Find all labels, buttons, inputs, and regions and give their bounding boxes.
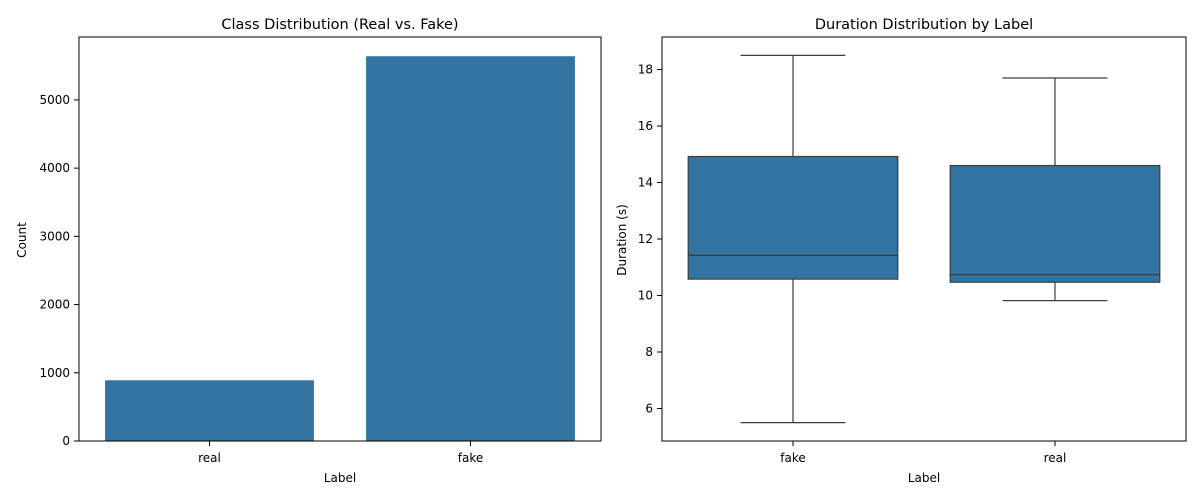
bar-fake <box>366 56 575 441</box>
y-tick-label-4000: 4000 <box>39 161 70 175</box>
box-plot-frame <box>661 36 1187 442</box>
box-plot-chart: Duration Distribution by Label fake real 6… <box>615 17 1187 485</box>
y-tick-label-1000: 1000 <box>39 366 70 380</box>
bar-real <box>105 380 314 441</box>
y-tick-label-3000: 3000 <box>39 229 70 243</box>
bar-chart-x-axis-label: Label <box>324 471 356 485</box>
box-fake <box>687 155 899 280</box>
y-tick-label-6: 6 <box>645 402 653 416</box>
y-tick-label-5000: 5000 <box>39 93 70 107</box>
y-tick-label-8: 8 <box>645 345 653 359</box>
bar-chart-plot-area: real fake 0 1000 2000 3000 4000 5000 <box>39 36 602 465</box>
y-tick-label-18: 18 <box>638 62 653 76</box>
y-tick-label-0: 0 <box>62 434 70 448</box>
bar-chart-title: Class Distribution (Real vs. Fake) <box>221 17 458 33</box>
y-tick-label-12: 12 <box>638 232 653 246</box>
bar-chart-y-axis-label: Count <box>15 222 29 258</box>
y-tick-label-14: 14 <box>638 175 653 189</box>
box-plot-title: Duration Distribution by Label <box>815 17 1033 33</box>
y-tick-label-2000: 2000 <box>39 298 70 312</box>
box-real <box>949 164 1161 283</box>
x-tick-label-real: real <box>1044 451 1067 465</box>
bar-chart: Class Distribution (Real vs. Fake) real f… <box>15 17 602 485</box>
x-tick-label-fake: fake <box>458 451 483 465</box>
box-plot-plot-area: fake real 6 8 10 12 14 16 18 <box>638 36 1187 465</box>
x-tick-label-fake: fake <box>780 451 805 465</box>
box-plot-y-axis-label: Duration (s) <box>615 204 629 276</box>
y-tick-label-10: 10 <box>638 289 653 303</box>
x-tick-label-real: real <box>198 451 221 465</box>
box-plot-x-axis-label: Label <box>908 471 940 485</box>
y-tick-label-16: 16 <box>638 119 653 133</box>
bar-chart-frame <box>78 36 602 442</box>
